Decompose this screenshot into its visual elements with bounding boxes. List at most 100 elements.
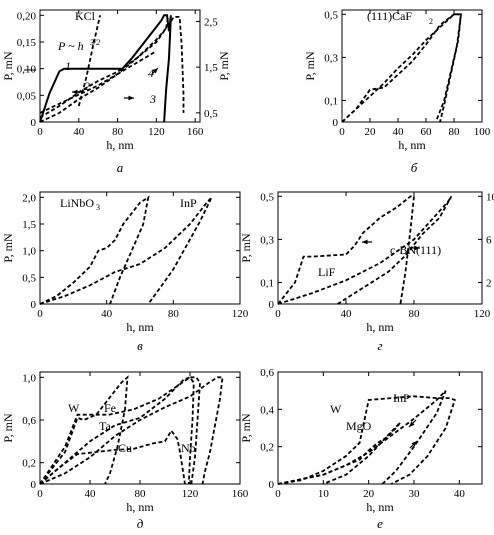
series-line-1: [277, 195, 453, 305]
panel-letter: в: [137, 338, 143, 353]
right-y-tick-label: 2,5: [204, 16, 218, 28]
arrow-head: [128, 95, 134, 101]
x-tick-label: 160: [187, 126, 204, 138]
x-tick-label: 0: [37, 126, 43, 138]
arrow-head: [409, 421, 415, 427]
series-line-1: [77, 15, 101, 107]
curve-label: W: [330, 402, 342, 416]
x-tick-label: 40: [341, 308, 353, 320]
curve-label: InP: [180, 196, 197, 210]
x-tick-label: 80: [112, 126, 124, 138]
series-line-1: [341, 13, 463, 123]
series-line-0: [277, 195, 415, 305]
series-line-3: [39, 429, 186, 485]
panel-title: (111)CaF: [367, 9, 412, 23]
y-tick-label: 0: [31, 299, 37, 311]
panel-letter: е: [377, 516, 383, 531]
right-y-axis-label: P, mN: [217, 51, 231, 81]
curve-label: Fe: [104, 401, 116, 415]
curve-number-label: 2: [84, 79, 90, 93]
formula-superscript: 3/2: [89, 38, 100, 47]
series-line-0: [39, 195, 150, 305]
x-tick-label: 40: [73, 126, 85, 138]
y-tick-label: 0: [333, 117, 339, 129]
curve-label: InP: [393, 391, 410, 405]
right-y-tick-label: 1,5: [204, 62, 218, 74]
y-tick-label: 0: [31, 117, 37, 129]
curve-label: Ta: [99, 419, 111, 433]
y-tick-label: 0: [269, 299, 275, 311]
x-tick-label: 20: [365, 126, 377, 138]
y-tick-label: 0,20: [17, 10, 37, 22]
series-line-0: [39, 14, 172, 123]
curve-label: Nb: [181, 441, 196, 455]
y-tick-label: 0,2: [260, 442, 274, 454]
formula-label: P ~ h: [57, 39, 84, 53]
arrow-head: [411, 441, 417, 447]
y-tick-label: 0,2: [22, 458, 36, 470]
series-line-1: [39, 376, 201, 485]
panel-5: 0 10 20 30 40 0 0,2 0,4 0,6 h, nm P, mN W InP MgO е: [239, 367, 483, 531]
x-axis-label: h, nm: [398, 138, 426, 152]
x-tick-label: 0: [275, 488, 281, 500]
series-line-4: [39, 50, 157, 123]
series-line-2: [277, 421, 402, 485]
y-tick-label: 1,5: [22, 219, 36, 231]
y-tick-label: 0: [31, 479, 37, 491]
x-axis-label: h, nm: [106, 138, 134, 152]
y-tick-label: 0,6: [22, 415, 36, 427]
right-y-tick-label: 0,5: [204, 108, 218, 120]
x-tick-label: 40: [393, 126, 405, 138]
series-line-2: [39, 376, 195, 485]
y-tick-label: 2,0: [22, 192, 36, 204]
y-tick-label: 0,4: [260, 404, 274, 416]
panel-1: 0 20 40 60 80 100 0 0,1 0,3 0,5 h, nm P, mN (111)CaF…: [303, 9, 491, 175]
x-axis-label: h, nm: [366, 320, 394, 334]
right-y-tick-label: 6: [486, 234, 492, 246]
series-line-4: [39, 376, 224, 485]
y-tick-label: 0,3: [260, 234, 274, 246]
x-tick-label: 30: [409, 488, 421, 500]
x-tick-label: 160: [232, 488, 249, 500]
x-tick-label: 20: [363, 488, 375, 500]
x-tick-label: 0: [37, 488, 43, 500]
y-tick-label: 0,5: [324, 9, 338, 21]
x-axis-label: h, nm: [126, 500, 154, 514]
plot-frame: [341, 9, 483, 123]
plot-frame: [39, 371, 241, 485]
y-tick-label: 0,05: [17, 90, 37, 102]
x-tick-label: 120: [474, 308, 491, 320]
right-y-tick-label: 10: [486, 191, 494, 203]
x-tick-label: 120: [148, 126, 165, 138]
y-axis-label: P, mN: [1, 233, 15, 263]
plot-frame: [277, 371, 483, 485]
series-line-2: [39, 15, 185, 114]
panel-letter: б: [411, 160, 418, 175]
x-tick-label: 10: [318, 488, 330, 500]
y-tick-label: 0,1: [324, 95, 338, 107]
y-axis-label: P, mN: [303, 51, 317, 81]
x-tick-label: 80: [409, 308, 421, 320]
curve-label: Cu: [118, 441, 132, 455]
x-tick-label: 120: [232, 308, 249, 320]
curve-number-label: 4: [148, 66, 154, 80]
x-axis-label: h, nm: [366, 500, 394, 514]
curve-label: W: [68, 401, 80, 415]
title-subscript: 2: [429, 17, 433, 26]
series-line-1: [39, 196, 213, 305]
y-axis-label: P, mN: [1, 413, 15, 443]
y-tick-label: 0,6: [260, 367, 274, 379]
plot-frame: [277, 191, 483, 305]
x-tick-label: 60: [421, 126, 433, 138]
y-tick-label: 0,5: [260, 191, 274, 203]
x-tick-label: 80: [168, 308, 180, 320]
arrow-head: [152, 68, 158, 74]
y-tick-label: 1,0: [22, 246, 36, 258]
x-tick-label: 40: [85, 488, 97, 500]
x-tick-label: 0: [37, 308, 43, 320]
x-axis-label: h, nm: [126, 320, 154, 334]
panel-0: 0 40 80 120 16000,050,100,150,200,51,52,5P, …: [1, 9, 231, 175]
y-tick-label: 0,15: [17, 37, 37, 49]
